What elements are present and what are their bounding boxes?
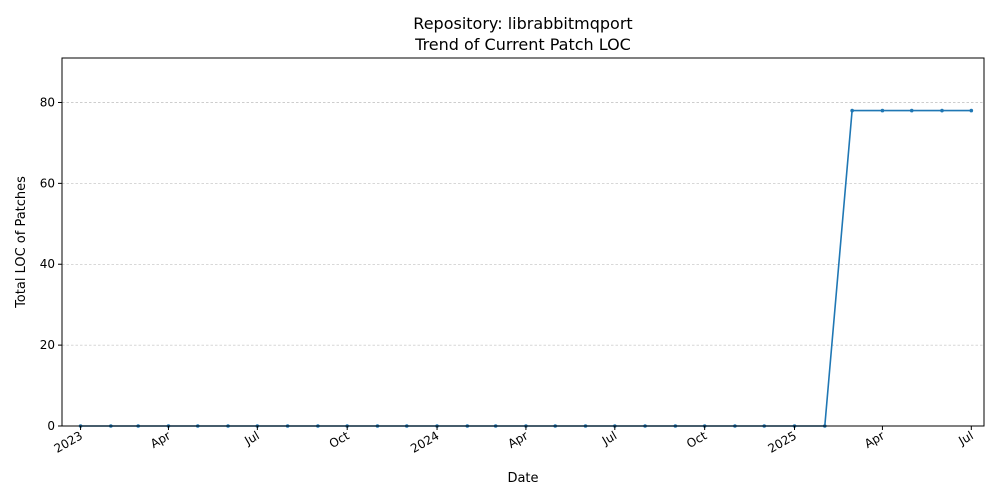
x-tick-label: 2025 xyxy=(766,428,799,455)
x-tick-label: Jul xyxy=(955,428,975,448)
y-tick-label: 60 xyxy=(40,176,55,190)
y-tick-label: 0 xyxy=(47,419,55,433)
x-tick-label: 2024 xyxy=(408,428,441,455)
x-tick-label: Jul xyxy=(599,428,619,448)
x-tick-label: Apr xyxy=(505,428,530,451)
x-tick-label: Jul xyxy=(241,428,261,448)
x-axis-label: Date xyxy=(507,471,538,486)
x-tick-label: 2023 xyxy=(52,428,85,455)
plot-frame xyxy=(61,57,985,427)
y-axis: 0 20 40 60 80 xyxy=(40,95,62,433)
y-tick-label: 20 xyxy=(40,338,55,352)
series-line xyxy=(80,109,972,427)
y-tick-label: 40 xyxy=(40,257,55,271)
y-tick-label: 80 xyxy=(40,95,55,109)
x-tick-label: Apr xyxy=(862,428,887,451)
chart-subtitle: Trend of Current Patch LOC xyxy=(414,35,631,54)
x-tick-label: Apr xyxy=(148,428,173,451)
data-point xyxy=(969,108,974,113)
x-axis: 2023 Apr Jul Oct 2024 Apr Jul Oct 2025 Apr Jul xyxy=(52,426,976,456)
chart-title: Repository: librabbitmqport xyxy=(413,14,632,33)
data-point xyxy=(880,108,885,113)
series-layer xyxy=(78,108,974,428)
x-tick-label: Oct xyxy=(327,428,352,451)
grid-lines xyxy=(62,102,984,346)
y-axis-label: Total LOC of Patches xyxy=(14,176,29,309)
data-point xyxy=(940,108,944,113)
data-point xyxy=(909,108,914,113)
data-point xyxy=(850,108,854,113)
x-tick-label: Oct xyxy=(684,428,709,451)
